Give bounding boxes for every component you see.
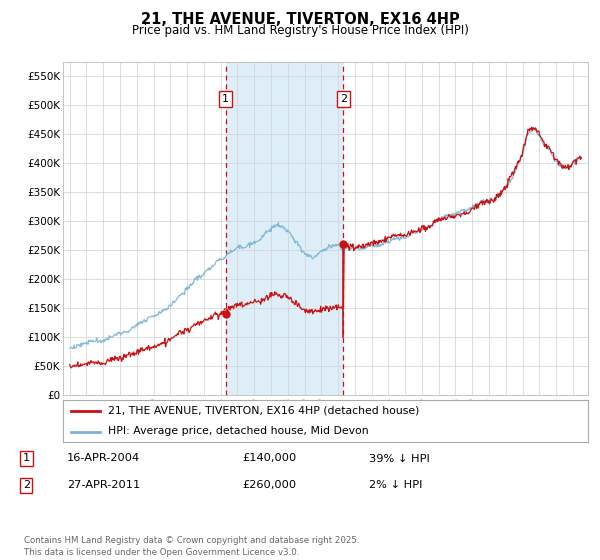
Text: HPI: Average price, detached house, Mid Devon: HPI: Average price, detached house, Mid … (107, 427, 368, 436)
Text: Contains HM Land Registry data © Crown copyright and database right 2025.
This d: Contains HM Land Registry data © Crown c… (24, 536, 359, 557)
Bar (226, 62, 343, 395)
Text: £140,000: £140,000 (242, 454, 296, 464)
Text: £260,000: £260,000 (242, 480, 296, 490)
Text: Price paid vs. HM Land Registry's House Price Index (HPI): Price paid vs. HM Land Registry's House … (131, 24, 469, 36)
Text: 39% ↓ HPI: 39% ↓ HPI (369, 454, 430, 464)
Text: 2% ↓ HPI: 2% ↓ HPI (369, 480, 422, 490)
Text: 2: 2 (340, 94, 347, 104)
Text: 21, THE AVENUE, TIVERTON, EX16 4HP (detached house): 21, THE AVENUE, TIVERTON, EX16 4HP (deta… (107, 405, 419, 416)
Text: 16-APR-2004: 16-APR-2004 (67, 454, 140, 464)
Text: 27-APR-2011: 27-APR-2011 (67, 480, 140, 490)
Text: 1: 1 (222, 94, 229, 104)
Text: 1: 1 (23, 454, 30, 464)
Text: 21, THE AVENUE, TIVERTON, EX16 4HP: 21, THE AVENUE, TIVERTON, EX16 4HP (140, 12, 460, 27)
Text: 2: 2 (23, 480, 30, 490)
